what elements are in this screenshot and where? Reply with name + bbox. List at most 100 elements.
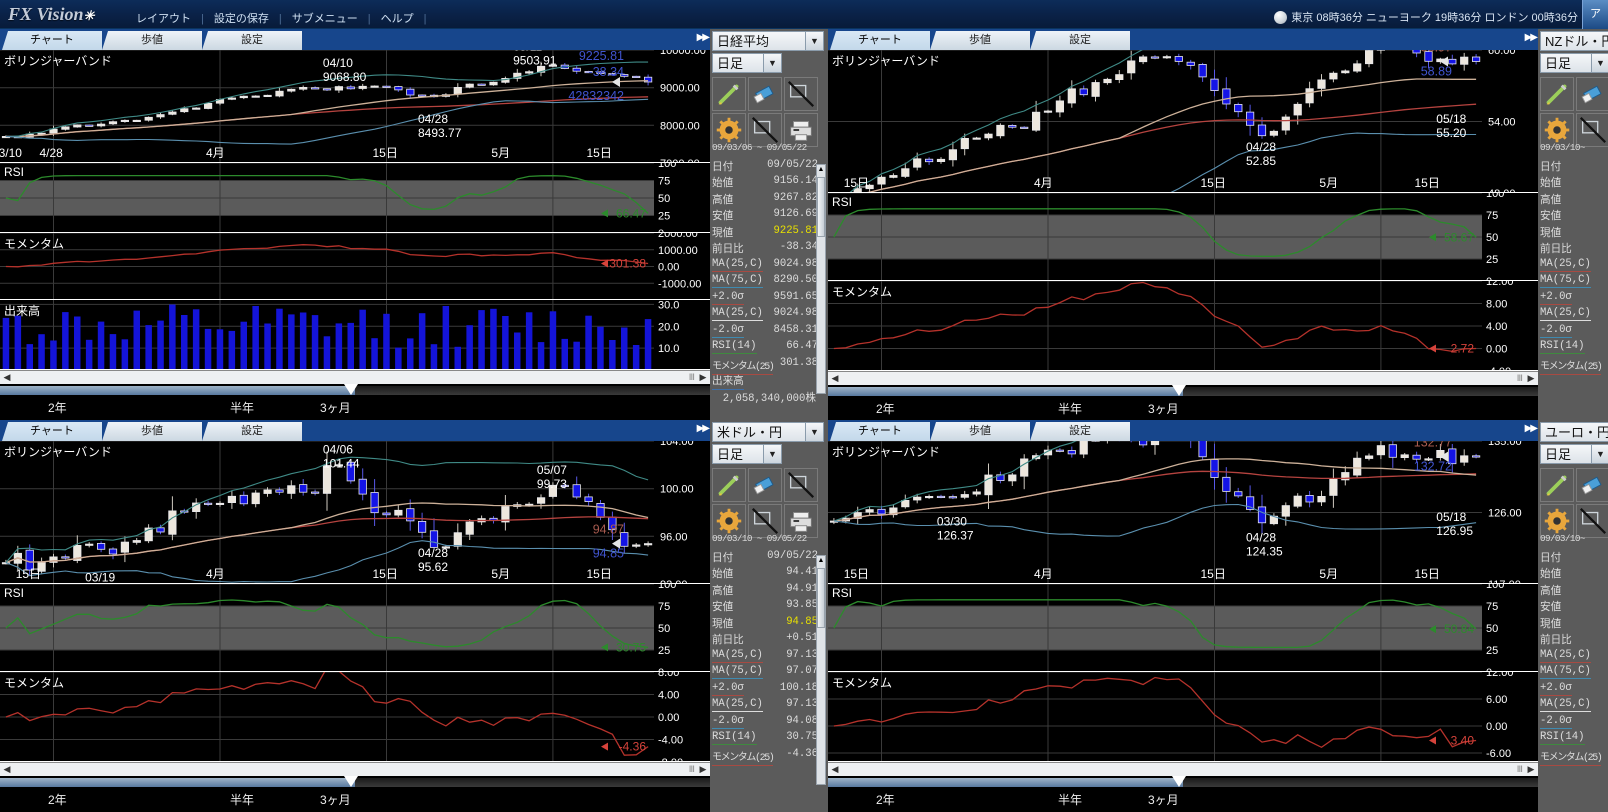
svg-text:8493.77: 8493.77 — [418, 126, 462, 140]
svg-text:25: 25 — [1486, 645, 1498, 657]
svg-text:50: 50 — [658, 623, 670, 635]
svg-text:0.00: 0.00 — [658, 712, 679, 724]
svg-text:04/28: 04/28 — [418, 112, 448, 126]
svg-text:58.97: 58.97 — [1421, 50, 1452, 55]
svg-text:15日: 15日 — [844, 176, 869, 190]
svg-text:55.20: 55.20 — [1436, 126, 1466, 140]
svg-text:12.00: 12.00 — [1486, 281, 1514, 288]
svg-text:-6.00: -6.00 — [1486, 748, 1511, 760]
svg-text:126.00: 126.00 — [1488, 508, 1522, 520]
svg-text:100: 100 — [658, 163, 676, 170]
svg-text:15日: 15日 — [373, 146, 398, 160]
svg-text:94.87: 94.87 — [593, 523, 624, 537]
svg-text:75: 75 — [1486, 601, 1498, 613]
svg-text:-38.34: -38.34 — [589, 65, 624, 79]
svg-text:03/30: 03/30 — [937, 515, 967, 529]
svg-text:5月: 5月 — [1319, 176, 1338, 190]
svg-text:135.00: 135.00 — [1488, 441, 1522, 448]
svg-text:5月: 5月 — [491, 567, 510, 581]
svg-text:52.85: 52.85 — [1246, 154, 1276, 168]
svg-text:100: 100 — [1486, 584, 1504, 591]
svg-text:8.00: 8.00 — [1486, 299, 1507, 311]
svg-text:04/28: 04/28 — [418, 546, 448, 560]
svg-text:15日: 15日 — [1415, 567, 1440, 581]
svg-text:126.95: 126.95 — [1436, 524, 1473, 538]
svg-text:10000.00: 10000.00 — [660, 50, 706, 57]
svg-text:100.00: 100.00 — [660, 484, 694, 496]
svg-text:9000.00: 9000.00 — [660, 83, 700, 95]
svg-text:0.00: 0.00 — [658, 262, 679, 274]
svg-text:99.73: 99.73 — [537, 477, 567, 491]
svg-text:50: 50 — [1486, 232, 1498, 244]
svg-text:15日: 15日 — [373, 567, 398, 581]
svg-text:04/10: 04/10 — [323, 56, 353, 70]
svg-text:15日: 15日 — [587, 567, 612, 581]
svg-text:4月: 4月 — [1034, 176, 1053, 190]
svg-text:15日: 15日 — [844, 567, 869, 581]
svg-text:0.00: 0.00 — [1486, 721, 1507, 733]
svg-text:03/10: 03/10 — [0, 146, 22, 160]
svg-text:4月: 4月 — [206, 146, 225, 160]
svg-text:0.00: 0.00 — [1486, 344, 1507, 356]
svg-text:25: 25 — [658, 645, 670, 657]
svg-text:50.84: 50.84 — [1444, 622, 1474, 636]
svg-text:1000.00: 1000.00 — [658, 245, 698, 257]
svg-text:60.00: 60.00 — [1488, 50, 1516, 57]
svg-text:9225.81: 9225.81 — [579, 50, 624, 63]
svg-text:05/18: 05/18 — [1436, 112, 1466, 126]
svg-text:-1000.00: -1000.00 — [658, 278, 701, 290]
svg-text:124.35: 124.35 — [1246, 545, 1283, 559]
svg-text:-4.00: -4.00 — [658, 735, 683, 747]
svg-text:5月: 5月 — [491, 146, 510, 160]
svg-text:4月: 4月 — [206, 567, 225, 581]
svg-text:66.47: 66.47 — [616, 206, 646, 220]
svg-text:30.0: 30.0 — [658, 300, 679, 311]
svg-text:75: 75 — [658, 601, 670, 613]
svg-text:100: 100 — [1486, 193, 1504, 200]
svg-text:05/07: 05/07 — [537, 463, 567, 477]
svg-text:04/28: 04/28 — [1246, 531, 1276, 545]
svg-text:104.00: 104.00 — [660, 441, 694, 448]
svg-text:8.00: 8.00 — [658, 672, 679, 679]
svg-text:2.72: 2.72 — [1451, 342, 1475, 356]
svg-text:4.00: 4.00 — [1486, 321, 1507, 333]
svg-text:75: 75 — [658, 176, 670, 188]
svg-text:95.62: 95.62 — [418, 560, 448, 574]
svg-text:75: 75 — [1486, 210, 1498, 222]
svg-text:15日: 15日 — [16, 567, 41, 581]
svg-text:132.77: 132.77 — [1414, 441, 1452, 450]
svg-text:9503.91: 9503.91 — [513, 54, 557, 68]
svg-text:15日: 15日 — [1201, 176, 1226, 190]
svg-text:301.38: 301.38 — [609, 257, 646, 271]
svg-text:126.37: 126.37 — [937, 529, 974, 543]
svg-text:15日: 15日 — [587, 146, 612, 160]
svg-text:4/28: 4/28 — [40, 146, 64, 160]
svg-text:8000.00: 8000.00 — [660, 120, 700, 132]
svg-text:10.0: 10.0 — [658, 343, 679, 355]
svg-text:04/28: 04/28 — [1246, 140, 1276, 154]
svg-text:-4.36: -4.36 — [619, 740, 647, 754]
svg-text:30.75: 30.75 — [616, 640, 646, 654]
svg-text:50: 50 — [658, 193, 670, 205]
svg-text:25: 25 — [658, 211, 670, 223]
svg-text:58.67: 58.67 — [1444, 230, 1474, 244]
svg-text:58.89: 58.89 — [1421, 65, 1452, 79]
svg-text:05/18: 05/18 — [1436, 510, 1466, 524]
svg-text:6.00: 6.00 — [1486, 694, 1507, 706]
svg-text:100: 100 — [658, 584, 676, 591]
svg-text:9068.80: 9068.80 — [323, 70, 367, 84]
svg-text:96.00: 96.00 — [660, 531, 688, 543]
svg-text:94.85: 94.85 — [593, 547, 624, 561]
svg-text:101.44: 101.44 — [323, 457, 360, 471]
svg-text:25: 25 — [1486, 254, 1498, 266]
svg-text:2000.00: 2000.00 — [658, 233, 698, 240]
svg-text:132.72: 132.72 — [1414, 460, 1452, 474]
svg-text:50: 50 — [1486, 623, 1498, 635]
svg-text:5月: 5月 — [1319, 567, 1338, 581]
svg-text:4.00: 4.00 — [658, 690, 679, 702]
svg-text:4月: 4月 — [1034, 567, 1053, 581]
svg-text:20.0: 20.0 — [658, 321, 679, 333]
svg-text:15日: 15日 — [1201, 567, 1226, 581]
svg-text:134.79: 134.79 — [1365, 441, 1402, 442]
svg-text:15日: 15日 — [1415, 176, 1440, 190]
